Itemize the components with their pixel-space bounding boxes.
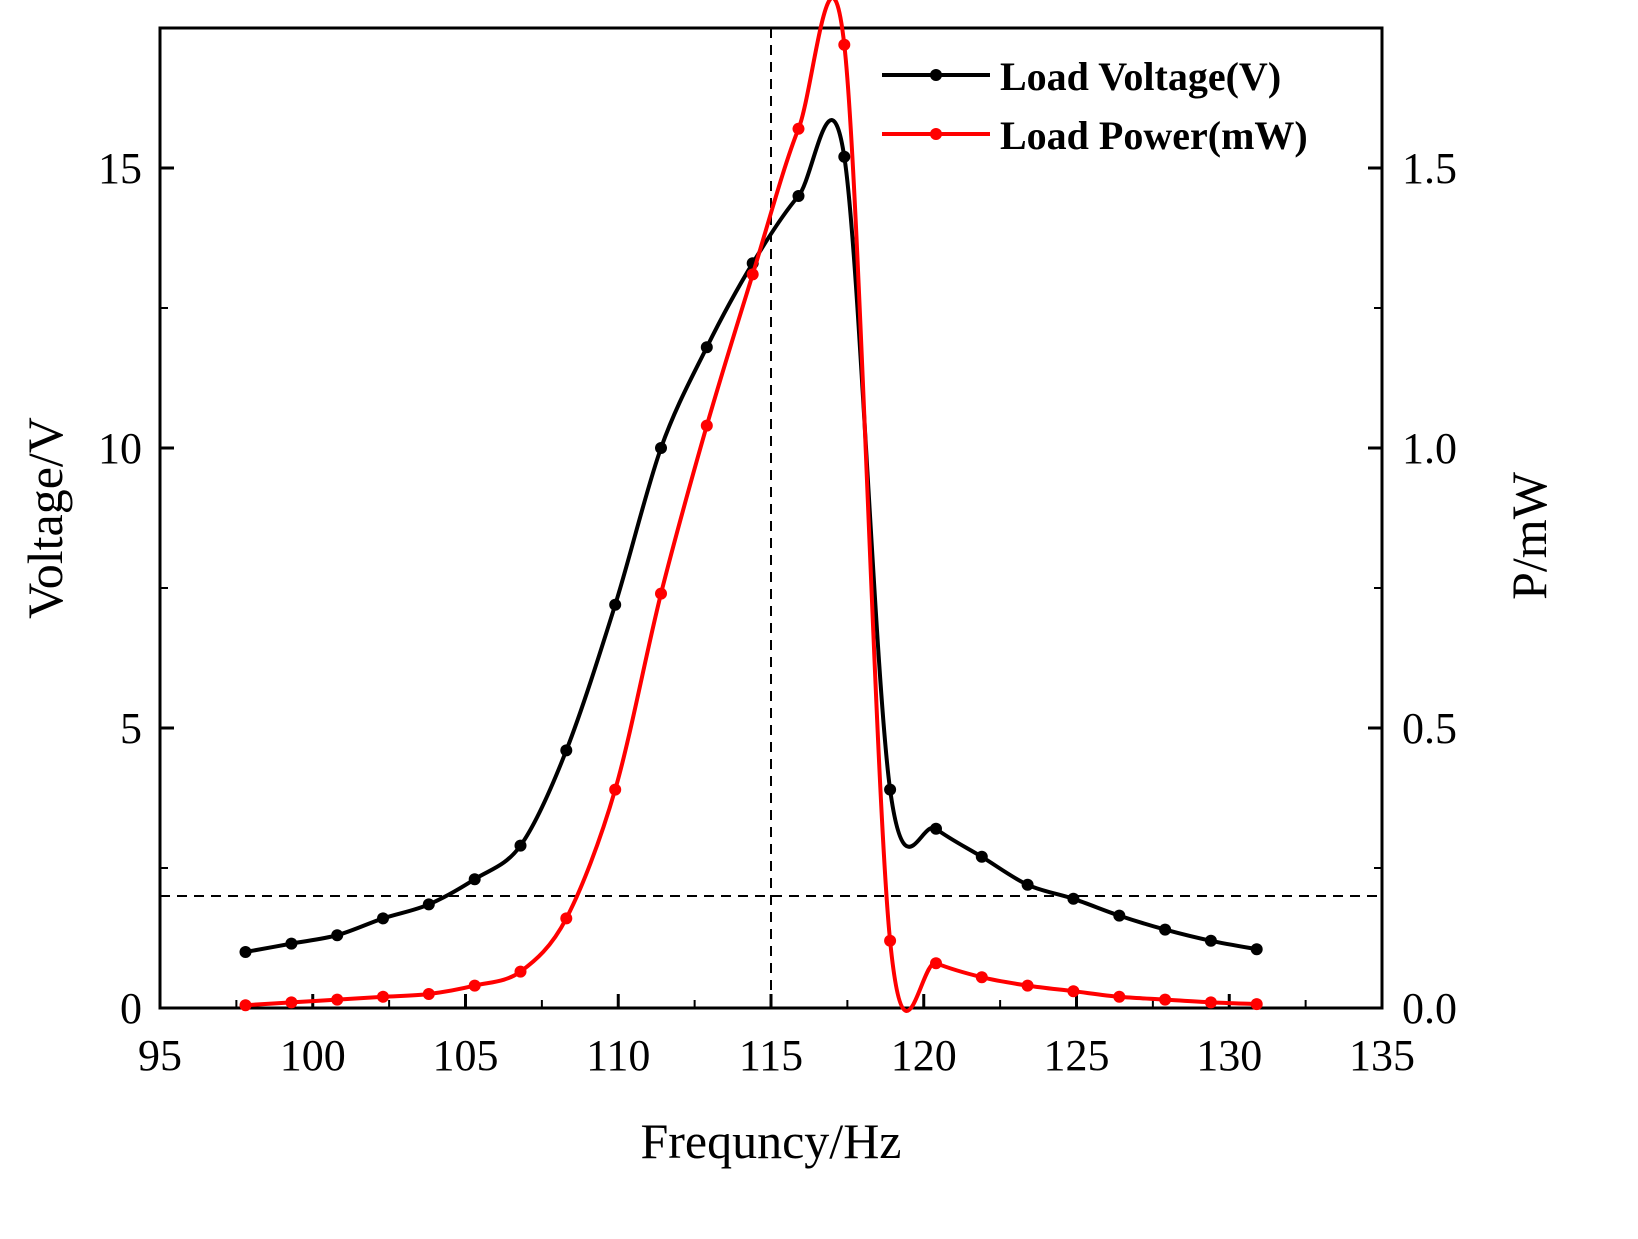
series-0-point xyxy=(655,442,667,454)
series-0-point xyxy=(792,190,805,202)
series-1-point xyxy=(1067,985,1080,998)
y-axis-title: Voltage/V xyxy=(17,417,73,619)
series-0-point xyxy=(838,150,851,163)
x-tick-label: 125 xyxy=(1044,1031,1110,1080)
series-0-point xyxy=(930,822,942,835)
series-0-point xyxy=(285,937,298,950)
series-1-point xyxy=(422,988,435,1000)
x-axis: 95 100 105 110 115 120 125 130 135 xyxy=(138,994,1415,1080)
series-0-point xyxy=(468,873,481,886)
x-tick-label: 120 xyxy=(891,1031,957,1080)
legend: Load Voltage(V) Load Power(mW) xyxy=(882,54,1308,158)
y2-axis-title: P/mW xyxy=(1501,471,1557,600)
series-1-point xyxy=(700,419,713,432)
x-tick-label: 135 xyxy=(1349,1031,1415,1080)
series-0-point xyxy=(1159,923,1172,936)
series-0-point xyxy=(700,341,713,354)
series-0-point xyxy=(422,898,435,911)
series-1-point xyxy=(884,934,897,947)
legend-label-power: Load Power(mW) xyxy=(1000,113,1308,158)
series-0-point xyxy=(609,598,622,611)
series-1-point xyxy=(285,996,298,1009)
y2-tick-label: 0.0 xyxy=(1402,984,1457,1033)
x-tick-label: 130 xyxy=(1196,1031,1262,1080)
series-0-point xyxy=(377,912,389,925)
series-1-point xyxy=(838,38,851,51)
series-1-point xyxy=(239,999,252,1012)
series-1-point xyxy=(560,912,573,925)
series-0-point xyxy=(331,929,344,942)
series-1-point xyxy=(655,587,667,600)
series-1-point xyxy=(1204,996,1217,1009)
series-1-point xyxy=(331,993,344,1006)
y2-tick-label: 1.5 xyxy=(1402,144,1457,193)
legend-label-voltage: Load Voltage(V) xyxy=(1000,54,1281,99)
y-axis-right: 0.0 0.5 1.0 1.5 xyxy=(1368,144,1457,1033)
series-1-point xyxy=(377,990,389,1003)
series-1-point xyxy=(746,268,759,281)
y-tick-label: 15 xyxy=(98,144,142,193)
series-0-point xyxy=(975,850,988,863)
x-axis-title: Frequncy/Hz xyxy=(640,1113,901,1169)
x-tick-label: 110 xyxy=(586,1031,650,1080)
series-1-point xyxy=(930,957,942,970)
series-1-point xyxy=(1021,979,1034,992)
series-0-point xyxy=(884,783,897,796)
series-0-point xyxy=(1250,943,1263,956)
y-axis-left: 0 5 10 15 xyxy=(98,144,174,1033)
series-1-point xyxy=(1250,998,1263,1011)
series-line-0 xyxy=(245,118,1258,954)
legend-marker-power xyxy=(930,128,942,140)
y-tick-label: 0 xyxy=(120,984,142,1033)
x-tick-label: 95 xyxy=(138,1031,182,1080)
series-1-point xyxy=(514,965,527,978)
series-0-point xyxy=(1204,934,1217,947)
y-tick-label: 5 xyxy=(120,704,142,753)
series-1-point xyxy=(1113,990,1126,1003)
x-tick-label: 115 xyxy=(739,1031,803,1080)
series-0-point xyxy=(239,946,252,958)
y2-tick-label: 0.5 xyxy=(1402,704,1457,753)
y-tick-label: 10 xyxy=(98,424,142,473)
series-layer xyxy=(239,0,1263,1013)
series-0-point xyxy=(514,839,527,852)
series-1-point xyxy=(609,783,622,796)
legend-marker-voltage xyxy=(930,69,942,81)
series-1-point xyxy=(1159,993,1172,1006)
series-0-point xyxy=(1067,892,1080,905)
x-tick-label: 105 xyxy=(433,1031,499,1080)
reference-lines xyxy=(160,28,1382,1008)
x-tick-label: 100 xyxy=(280,1031,346,1080)
series-1-point xyxy=(468,979,481,992)
series-0-point xyxy=(1113,909,1126,922)
series-0-point xyxy=(560,744,573,757)
series-0-point xyxy=(1021,878,1034,891)
y2-tick-label: 1.0 xyxy=(1402,424,1457,473)
series-1-point xyxy=(975,971,988,984)
series-1-point xyxy=(792,122,805,135)
